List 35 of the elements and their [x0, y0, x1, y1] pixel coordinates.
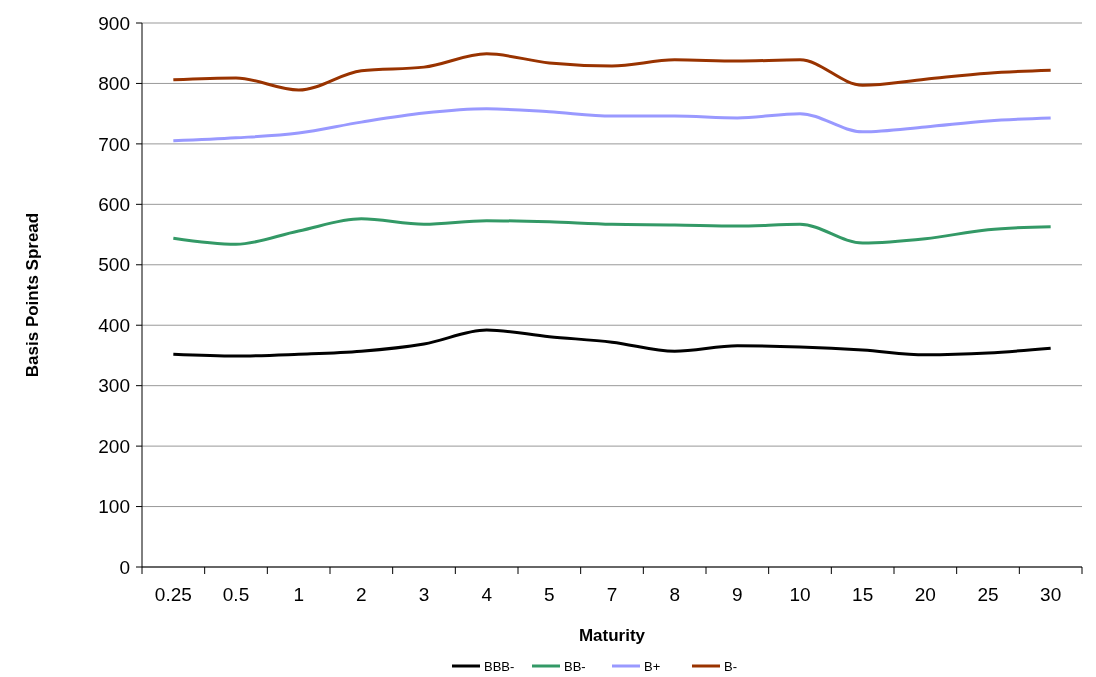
- x-tick-label: 20: [914, 584, 936, 605]
- legend-label: BB-: [564, 659, 586, 674]
- line-series: [171, 52, 1053, 92]
- y-tick-label: 300: [98, 375, 130, 397]
- x-tick-label: 5: [544, 584, 555, 605]
- y-tick-label: 600: [98, 193, 130, 215]
- x-axis-title: Maturity: [578, 626, 646, 645]
- x-tick-label: 15: [852, 584, 874, 605]
- legend-label: B+: [644, 659, 661, 674]
- line-series: [171, 328, 1053, 358]
- x-tick-label: 1: [293, 584, 304, 605]
- y-tick-label: 500: [98, 254, 130, 276]
- legend-label: B-: [724, 659, 737, 674]
- y-tick-label: 800: [98, 73, 130, 95]
- x-tick-label: 25: [977, 584, 999, 605]
- x-tick-label: 30: [1040, 584, 1062, 605]
- legend-label: BBB-: [484, 659, 515, 674]
- x-tick-label: 4: [481, 584, 493, 605]
- y-tick-label: 100: [98, 496, 130, 518]
- y-tick-label: 700: [98, 133, 130, 155]
- x-tick-label: 3: [418, 584, 430, 605]
- x-tick-label: 8: [669, 584, 680, 605]
- x-tick-label: 0.5: [222, 584, 250, 605]
- y-tick-label: 400: [98, 314, 130, 336]
- x-tick-label: 9: [732, 584, 743, 605]
- y-tick-label: 200: [98, 435, 130, 457]
- x-tick-label: 2: [356, 584, 367, 605]
- y-axis-title: Basis Points Spread: [23, 212, 42, 378]
- line-series: [171, 217, 1053, 246]
- x-tick-label: 10: [789, 584, 811, 605]
- y-tick-label: 900: [98, 12, 130, 34]
- x-tick-label: 0.25: [154, 584, 192, 605]
- y-tick-label: 0: [119, 556, 130, 578]
- x-tick-label: 7: [606, 584, 618, 605]
- line-series: [171, 107, 1053, 143]
